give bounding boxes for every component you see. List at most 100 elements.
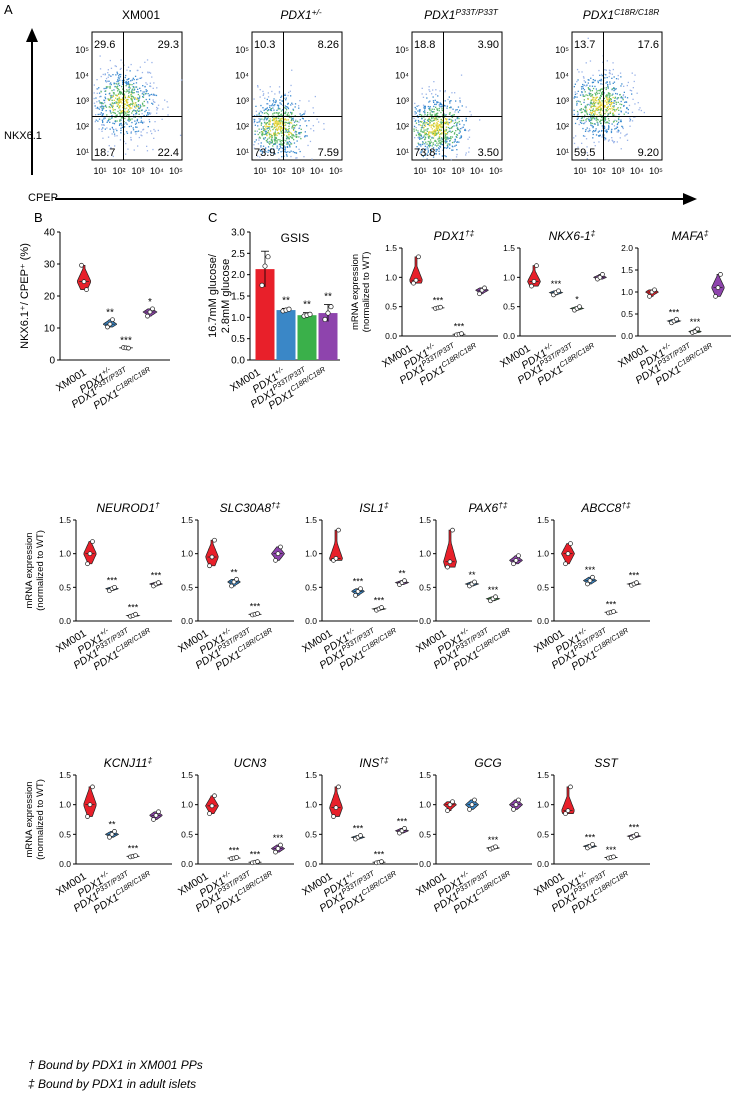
flow-event (590, 113, 593, 115)
flow-event (445, 155, 447, 158)
flow-event (112, 128, 114, 130)
flow-event (253, 120, 256, 122)
flow-event (465, 154, 467, 156)
flow-event (284, 131, 286, 133)
flow-event (285, 130, 287, 132)
flow-event (105, 81, 108, 83)
flow-event (595, 97, 597, 99)
flow-event (113, 99, 115, 101)
flow-event (444, 91, 446, 93)
flow-event (139, 87, 141, 89)
flow-event (167, 106, 169, 108)
flow-event (116, 129, 118, 132)
flow-event (596, 108, 598, 110)
flow-event (107, 151, 109, 153)
gene-title: GCG (474, 756, 501, 770)
flow-event (119, 68, 121, 70)
flow-event (280, 130, 282, 133)
data-point (150, 306, 155, 312)
flow-event (123, 98, 125, 101)
data-point (590, 574, 595, 580)
y-axis-title-line2: 2.8mM glucose (220, 259, 232, 334)
flow-event (280, 140, 283, 142)
flow-event (619, 137, 621, 139)
chart-sst: 0.00.51.01.5SST*********XM001PDX1+/-PDX1… (532, 756, 650, 916)
flow-event (616, 126, 619, 128)
flow-event (265, 133, 267, 135)
flow-event (435, 133, 437, 135)
data-point (563, 811, 568, 816)
flow-event (454, 111, 456, 113)
flow-event (429, 108, 431, 110)
flow-event (449, 113, 451, 115)
flow-event (128, 120, 130, 122)
flow-event (285, 154, 288, 156)
flow-event (264, 122, 266, 124)
flow-event (609, 70, 611, 72)
flow-event (137, 78, 139, 80)
flow-event (627, 112, 629, 114)
flow-event (304, 131, 306, 133)
flow-event (611, 102, 613, 105)
flow-event (432, 132, 434, 135)
flow-event (584, 111, 586, 113)
flow-event (446, 118, 448, 120)
flow-event (590, 117, 592, 119)
flow-event (424, 136, 427, 138)
y-tick-label: 10 (44, 324, 56, 335)
bar (276, 310, 296, 360)
flow-event (266, 140, 268, 142)
flow-event (135, 113, 137, 115)
flow-event (592, 74, 594, 76)
flow-event (436, 145, 438, 147)
flow-event (464, 129, 467, 132)
flow-event (123, 126, 126, 128)
flow-event (628, 104, 631, 107)
flow-event (596, 109, 598, 111)
flow-event (104, 128, 106, 130)
flow-event (605, 130, 607, 133)
flow-event (449, 127, 451, 130)
flow-event (138, 113, 140, 115)
flow-event (143, 100, 145, 103)
flow-event (623, 105, 625, 107)
flow-event (590, 99, 592, 101)
flow-event (601, 75, 603, 77)
flow-event (127, 101, 129, 103)
flow-event (154, 130, 156, 132)
flow-event (303, 156, 305, 158)
flow-event (585, 119, 587, 121)
flow-event (93, 84, 95, 86)
flow-event (615, 78, 618, 80)
flow-event (262, 127, 264, 129)
flow-event (436, 101, 438, 103)
flow-event (280, 125, 282, 128)
y-axis-title-line2: (normalized to WT) (361, 252, 372, 333)
flow-event (268, 122, 270, 124)
flow-event (283, 119, 285, 121)
flow-event (424, 111, 426, 113)
flow-event (143, 94, 145, 96)
flow-event (442, 124, 444, 126)
quadrant-lower-left: 59.5 (574, 147, 595, 159)
flow-event (278, 107, 280, 110)
flow-event (441, 104, 443, 106)
flow-event (277, 104, 280, 107)
flow-event (593, 105, 595, 108)
flow-event (115, 101, 117, 103)
y-tick-label: 30 (44, 260, 56, 271)
flow-event (428, 144, 431, 146)
flow-event (574, 83, 576, 85)
flow-event (290, 84, 292, 87)
flow-event (128, 105, 131, 107)
data-point (587, 578, 593, 583)
flow-event (105, 106, 108, 108)
flow-event (588, 119, 590, 121)
flow-event (254, 130, 256, 132)
flow-event (292, 103, 294, 105)
flow-event (276, 124, 278, 126)
flow-event (137, 104, 140, 106)
data-point (322, 316, 328, 323)
flow-event (265, 117, 267, 119)
